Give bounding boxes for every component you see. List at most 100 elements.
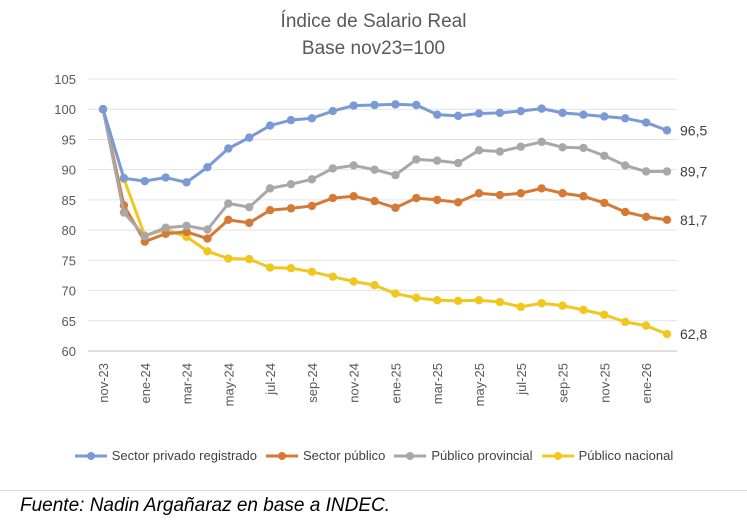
data-point <box>161 229 170 238</box>
data-point <box>349 101 358 110</box>
data-point <box>558 143 567 152</box>
data-point <box>182 221 191 231</box>
data-point <box>453 296 463 306</box>
data-point <box>370 280 379 290</box>
data-point <box>265 263 275 272</box>
x-tick-label: sep-24 <box>305 363 320 403</box>
data-point <box>662 167 672 176</box>
y-tick-label: 80 <box>62 223 76 238</box>
legend-swatch <box>394 451 427 460</box>
data-point <box>641 118 651 127</box>
chart-legend: Sector privado registrado Sector público P… <box>0 448 747 463</box>
data-point <box>453 111 463 121</box>
data-point <box>641 321 651 330</box>
data-point <box>203 234 212 243</box>
x-tick-label: nov-24 <box>347 363 362 403</box>
data-point <box>558 108 567 118</box>
data-point <box>474 146 484 155</box>
data-point <box>182 227 191 237</box>
y-tick-label: 85 <box>62 193 76 208</box>
data-point <box>621 161 630 170</box>
y-tick-label: 105 <box>54 72 76 87</box>
data-point <box>119 173 129 183</box>
chart-frame: Índice de Salario Real Base nov23=100 60… <box>0 11 747 491</box>
data-point <box>307 267 317 277</box>
data-point <box>328 272 337 281</box>
data-point <box>474 109 484 118</box>
data-point <box>203 163 212 172</box>
x-tick-label: nov-25 <box>597 363 612 403</box>
data-point <box>182 178 191 187</box>
data-point <box>662 329 672 339</box>
data-point <box>224 144 233 153</box>
x-tick-label: jul-24 <box>263 363 278 396</box>
data-point <box>495 297 505 307</box>
data-point <box>245 202 254 212</box>
data-point <box>516 189 525 198</box>
data-point <box>391 289 400 298</box>
data-point <box>433 110 442 119</box>
chart-subtitle: Base nov23=100 <box>301 38 446 59</box>
data-point <box>433 156 442 165</box>
data-point <box>537 104 546 113</box>
end-value-label: 89,7 <box>680 163 707 179</box>
data-point <box>412 193 421 203</box>
data-point <box>224 215 233 225</box>
x-tick-label: ene-24 <box>138 363 153 403</box>
legend-swatch <box>74 451 107 460</box>
data-point <box>412 293 421 303</box>
data-point <box>391 203 400 212</box>
x-tick-label: may-24 <box>221 363 236 406</box>
data-point <box>474 189 484 198</box>
data-point <box>641 167 651 176</box>
series-line <box>101 108 668 244</box>
data-point <box>579 192 588 201</box>
data-point <box>265 205 275 215</box>
x-tick-label: mar-25 <box>430 363 445 404</box>
data-point <box>224 199 233 208</box>
data-point <box>328 193 337 203</box>
data-point <box>286 263 296 273</box>
data-point <box>537 299 546 308</box>
line-chart: 60 65 70 75 80 85 90 95 100 105 nov-23 ene-24 mar-24… <box>54 72 707 406</box>
data-point <box>558 189 567 198</box>
data-point <box>516 106 525 116</box>
end-value-label: 81,7 <box>680 212 707 228</box>
data-point <box>621 207 630 217</box>
chart-title: Índice de Salario Real <box>280 11 467 32</box>
y-tick-label: 70 <box>62 284 76 299</box>
data-point <box>495 108 505 118</box>
legend-label: Público provincial <box>431 448 533 463</box>
data-point <box>203 247 212 256</box>
data-point <box>307 114 317 123</box>
data-point <box>412 100 421 110</box>
y-tick-label: 90 <box>62 163 76 178</box>
data-point <box>453 198 463 207</box>
data-point <box>265 184 275 193</box>
data-point <box>579 143 588 153</box>
x-tick-label: ene-25 <box>388 363 403 403</box>
data-point <box>600 198 609 208</box>
data-point <box>662 215 672 225</box>
data-point <box>140 176 149 186</box>
data-point <box>495 190 505 200</box>
x-tick-label: jul-25 <box>514 363 529 396</box>
data-point <box>286 204 296 213</box>
legend-label: Sector público <box>303 448 386 463</box>
legend-item: Público provincial <box>393 448 533 463</box>
legend-item: Sector privado registrado <box>74 448 257 463</box>
data-point <box>245 218 254 228</box>
data-point <box>662 126 672 135</box>
data-point <box>98 105 108 114</box>
data-point <box>286 115 296 125</box>
data-point <box>621 114 630 123</box>
series-line <box>101 102 668 184</box>
data-point <box>558 301 567 310</box>
legend-item: Sector público <box>265 448 385 463</box>
data-point <box>203 225 212 234</box>
data-point <box>474 296 484 305</box>
data-point <box>265 121 275 130</box>
data-point <box>349 192 358 201</box>
y-tick-label: 100 <box>54 102 76 117</box>
data-point <box>370 165 379 174</box>
